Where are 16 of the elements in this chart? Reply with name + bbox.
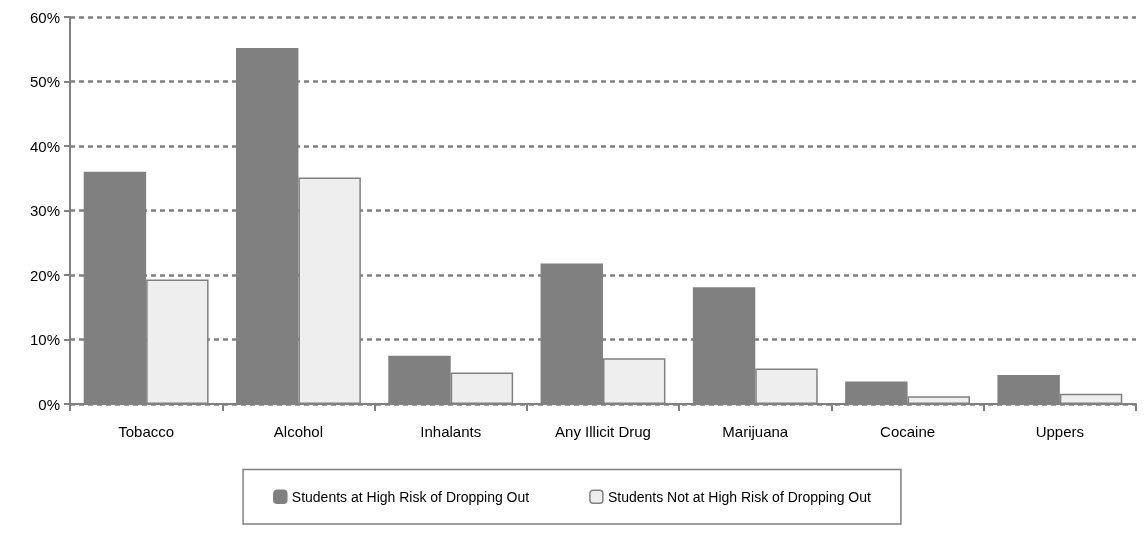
y-tick-label: 60% (29, 8, 60, 26)
x-tick-label: Alcohol (273, 422, 324, 440)
y-tick-label: 30% (29, 202, 60, 219)
x-tick-label: Any Illicit Drug (555, 422, 651, 440)
y-tick-label: 10% (29, 331, 60, 348)
legend-label: Students at High Risk of Dropping Out (291, 488, 530, 505)
x-tick-label: Tobacco (118, 422, 175, 440)
y-tick-label: 50% (29, 73, 60, 90)
x-tick-label: Marijuana (722, 422, 789, 440)
x-tick-label: Cocaine (880, 422, 936, 440)
y-tick-label: 40% (29, 137, 60, 155)
x-tick-label: Inhalants (420, 422, 482, 440)
legend-label: Students Not at High Risk of Dropping Out (607, 488, 872, 505)
y-tick-label: 20% (29, 266, 60, 284)
x-tick-label: Uppers (1035, 422, 1085, 440)
y-tick-label: 0% (38, 395, 60, 413)
